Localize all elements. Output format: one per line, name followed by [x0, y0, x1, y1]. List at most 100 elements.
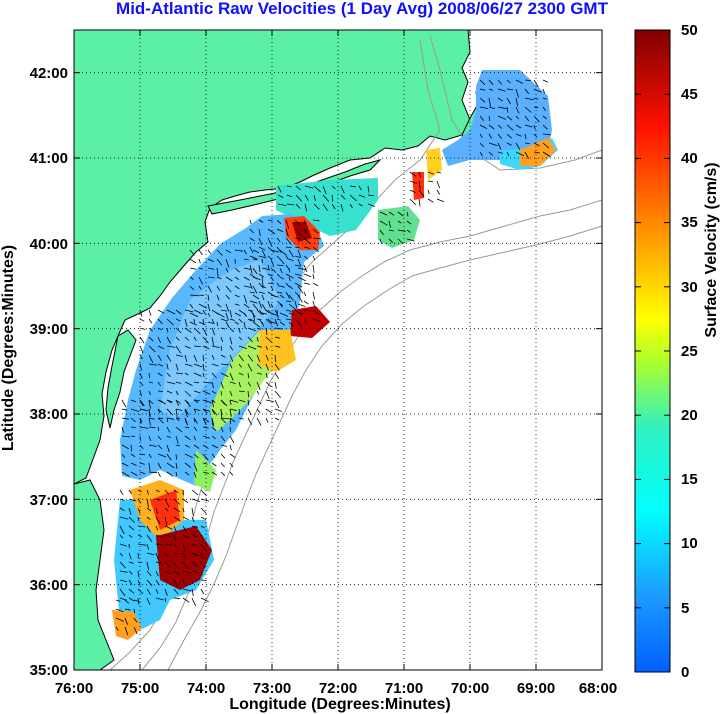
- velocity-arrow: [128, 588, 135, 594]
- velocity-arrow: [479, 142, 484, 147]
- velocity-arrow: [193, 453, 199, 459]
- velocity-arrow: [524, 133, 527, 140]
- velocity-arrow: [200, 552, 204, 559]
- velocity-arrow: [157, 399, 163, 402]
- velocity-arrow: [182, 534, 190, 540]
- velocity-arrow: [198, 276, 203, 285]
- velocity-arrow: [479, 97, 486, 103]
- velocity-arrow: [409, 180, 417, 184]
- velocity-arrow: [288, 312, 294, 315]
- velocity-arrow: [303, 318, 307, 325]
- velocity-arrow: [173, 561, 176, 567]
- velocity-arrow: [406, 220, 412, 225]
- velocity-arrow: [193, 390, 201, 394]
- velocity-arrow: [175, 417, 180, 422]
- velocity-arrow: [479, 124, 488, 130]
- velocity-arrow: [148, 435, 152, 441]
- velocity-arrow: [229, 435, 235, 444]
- velocity-arrow: [202, 408, 208, 414]
- velocity-field: [112, 70, 558, 640]
- velocity-arrow: [155, 552, 159, 561]
- velocity-arrow: [137, 579, 141, 586]
- velocity-arrow: [148, 372, 150, 378]
- velocity-arrow: [261, 249, 266, 257]
- velocity-arrow: [121, 399, 127, 408]
- velocity-arrow: [418, 180, 421, 190]
- velocity-arrow: [184, 363, 193, 367]
- velocity-arrow: [155, 597, 164, 601]
- velocity-arrow: [379, 211, 388, 216]
- velocity-arrow: [267, 318, 272, 323]
- velocity-arrow: [115, 608, 124, 613]
- velocity-arrow: [191, 561, 200, 568]
- velocity-arrow: [238, 390, 245, 392]
- velocity-arrow: [193, 435, 196, 441]
- velocity-arrow: [211, 426, 217, 432]
- velocity-arrow: [220, 390, 222, 396]
- velocity-arrow: [200, 507, 207, 514]
- velocity-arrow: [164, 498, 170, 508]
- velocity-arrow: [202, 390, 211, 395]
- velocity-arrow: [166, 471, 174, 477]
- velocity-arrow: [288, 276, 291, 282]
- velocity-arrow: [166, 354, 172, 362]
- velocity-arrow: [119, 534, 124, 539]
- velocity-arrow: [175, 426, 183, 433]
- velocity-arrow: [238, 327, 241, 334]
- velocity-arrow: [229, 309, 232, 318]
- y-tick-label: 40:00: [30, 236, 68, 253]
- velocity-arrow: [139, 471, 146, 475]
- velocity-arrow: [288, 285, 293, 290]
- velocity-arrow: [303, 264, 308, 273]
- velocity-arrow: [506, 133, 512, 139]
- velocity-arrow: [249, 255, 257, 260]
- velocity-arrow: [229, 363, 233, 369]
- velocity-arrow: [175, 462, 178, 469]
- velocity-arrow: [286, 194, 293, 198]
- velocity-arrow: [182, 570, 192, 574]
- velocity-arrow: [148, 444, 157, 447]
- velocity-arrow: [184, 309, 194, 313]
- y-tick-label: 35:00: [30, 662, 68, 679]
- velocity-arrow: [479, 133, 483, 138]
- velocity-arrow: [166, 336, 171, 344]
- velocity-arrow: [202, 363, 205, 371]
- velocity-arrow: [184, 462, 192, 469]
- velocity-arrow: [229, 354, 234, 362]
- velocity-arrow: [216, 285, 221, 291]
- velocity-arrow: [340, 203, 344, 212]
- velocity-arrow: [312, 228, 319, 234]
- velocity-arrow: [533, 142, 540, 147]
- velocity-arrow: [200, 516, 207, 521]
- velocity-arrow: [164, 588, 168, 596]
- velocity-arrow: [542, 79, 549, 83]
- velocity-arrow: [388, 229, 394, 232]
- velocity-arrow: [265, 372, 268, 379]
- velocity-arrow: [542, 115, 547, 120]
- velocity-arrow: [148, 462, 151, 472]
- velocity-arrow: [119, 597, 127, 601]
- velocity-arrow: [256, 354, 261, 362]
- velocity-arrow: [524, 97, 534, 101]
- velocity-arrow: [234, 294, 240, 298]
- velocity-arrow: [524, 142, 530, 144]
- velocity-arrow: [276, 309, 279, 319]
- velocity-arrow: [267, 264, 270, 271]
- velocity-arrow: [211, 399, 216, 403]
- velocity-arrow: [279, 258, 285, 265]
- velocity-arrow: [130, 444, 133, 452]
- velocity-arrow: [252, 249, 259, 254]
- velocity-arrow: [436, 189, 441, 195]
- velocity-arrow: [258, 219, 264, 223]
- velocity-arrow: [238, 345, 247, 349]
- velocity-arrow: [220, 453, 226, 459]
- velocity-arrow: [258, 246, 266, 251]
- velocity-arrow: [191, 588, 194, 597]
- velocity-arrow: [249, 282, 253, 289]
- colorbar-tick-label: 50: [681, 22, 698, 39]
- velocity-arrow: [285, 309, 292, 312]
- velocity-arrow: [202, 462, 208, 465]
- velocity-arrow: [313, 185, 321, 193]
- velocity-arrow: [247, 354, 254, 362]
- y-tick-labels: 42:00 41:00 40:00 39:00 38:00 37:00 36:0…: [30, 65, 68, 679]
